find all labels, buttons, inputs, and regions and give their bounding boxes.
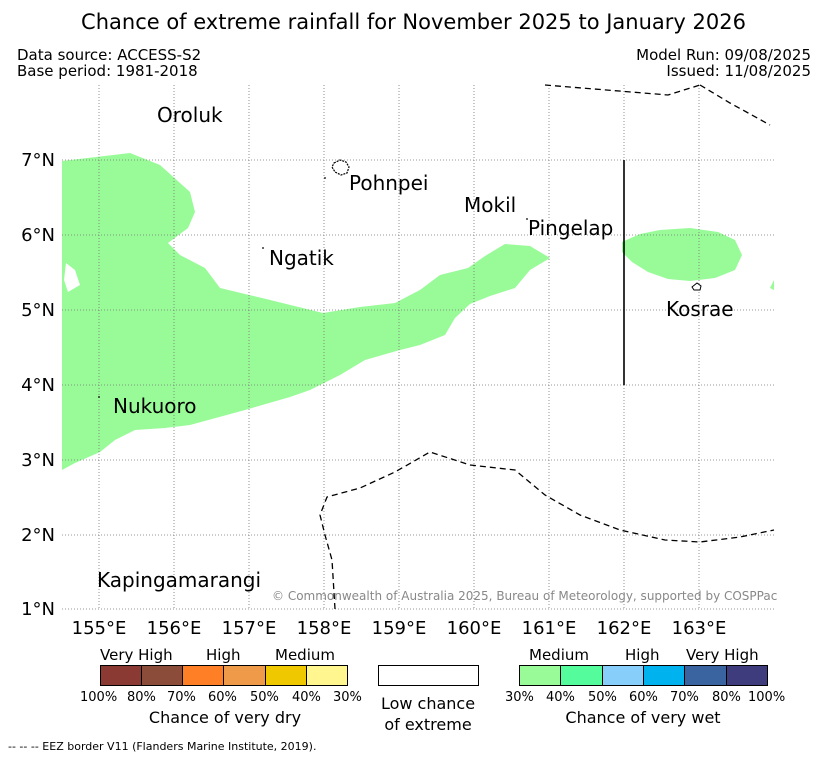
lon-label: 161°E [522,618,577,639]
lon-label: 158°E [297,618,352,639]
wet-medium-region-west [62,153,550,470]
lon-label: 163°E [672,618,727,639]
lon-label: 162°E [597,618,652,639]
wet-caption: Chance of very wet [565,708,721,727]
place-label-pingelap: Pingelap [528,216,613,240]
dry-tick: 40% [292,690,321,705]
lat-label: 1°N [21,599,55,620]
kosrae-island [691,282,702,291]
wet-header-medium: Medium [529,646,589,664]
wet-medium-region-east [622,228,742,281]
wet-swatch [519,665,561,686]
place-label-pohnpei: Pohnpei [349,171,429,195]
place-label-nukuoro: Nukuoro [113,394,197,418]
wet-swatch [726,665,768,686]
lat-label: 4°N [21,375,55,396]
lat-label: 7°N [21,150,55,171]
eez-border [319,84,775,610]
low-chance-swatch [378,665,479,686]
wet-swatch [602,665,644,686]
wet-tick: 40% [546,690,575,705]
wet-tick: 100% [748,690,786,705]
copyright-text: © Commonwealth of Australia 2025, Bureau… [272,589,777,603]
lon-label: 156°E [147,618,202,639]
lon-label: 160°E [447,618,502,639]
wet-medium-region-edge [770,280,774,290]
map-title: Chance of extreme rainfall for November … [81,10,746,34]
dry-tick: 30% [333,690,362,705]
pohnpei-island [331,159,350,176]
place-label-oroluk: Oroluk [157,103,223,127]
lat-label: 5°N [21,300,55,321]
lat-label: 2°N [21,525,55,546]
dry-tick: 70% [167,690,196,705]
wet-tick: 30% [505,690,534,705]
eez-footnote: -- -- -- EEZ border V11 (Flanders Marine… [8,740,317,753]
place-label-kapingamarangi: Kapingamarangi [97,568,261,592]
wet-swatch [684,665,727,686]
wet-swatch [560,665,603,686]
dry-tick: 100% [80,690,118,705]
wet-tick: 50% [588,690,617,705]
wet-tick: 70% [670,690,699,705]
dry-swatch [182,665,224,686]
issued-text: Issued: 11/08/2025 [666,62,811,80]
wet-tick: 60% [629,690,658,705]
place-label-ngatik: Ngatik [269,246,334,270]
dry-caption: Chance of very dry [148,708,302,727]
wet-header-very-high: Very High [686,646,759,664]
dry-tick: 80% [127,690,156,705]
ngatik-island [262,247,264,249]
dry-tick: 50% [250,690,279,705]
dry-tick: 60% [208,690,237,705]
data-source-text: Data source: ACCESS-S2 [17,46,202,64]
lat-label: 6°N [21,225,55,246]
low-chance-line1: Low chance [380,694,476,713]
lon-label: 155°E [72,618,127,639]
mokil-island [324,177,326,179]
model-run-text: Model Run: 09/08/2025 [636,46,811,64]
dry-swatch [100,665,142,686]
nukuoro-island [98,396,100,398]
dry-header-medium: Medium [275,646,335,664]
dry-swatch [306,665,348,686]
wet-tick: 80% [712,690,741,705]
lon-label: 157°E [222,618,277,639]
dry-header-very-high: Very High [100,646,173,664]
base-period-text: Base period: 1981-2018 [17,62,198,80]
pingelap-island [526,218,528,220]
dry-header-high: High [206,646,241,664]
dry-swatch [265,665,307,686]
place-label-mokil: Mokil [464,193,516,217]
lat-label: 3°N [21,450,55,471]
dry-swatch [141,665,183,686]
wet-swatch [643,665,685,686]
place-label-kosrae: Kosrae [666,297,734,321]
wet-header-high: High [625,646,660,664]
lon-label: 159°E [372,618,427,639]
white-patch [64,263,80,292]
rainfall-map: Oroluk Pohnpei Mokil Pingelap Ngatik Kos… [21,84,777,639]
low-chance-line2: of extreme [384,715,472,734]
dry-swatch [223,665,266,686]
